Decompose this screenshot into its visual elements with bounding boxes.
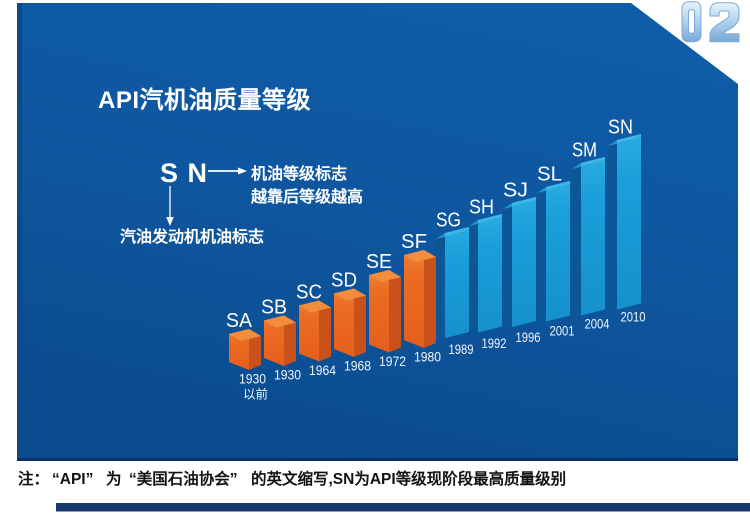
svg-text:1968: 1968 (344, 358, 371, 374)
svg-text:1980: 1980 (414, 349, 441, 365)
svg-text:汽油发动机机油标志: 汽油发动机机油标志 (120, 227, 264, 246)
svg-text:SM: SM (572, 140, 597, 162)
svg-text:SF: SF (401, 231, 427, 253)
svg-text:越靠后等级越高: 越靠后等级越高 (250, 187, 363, 206)
svg-text:机油等级标志: 机油等级标志 (251, 164, 347, 183)
svg-text:1992: 1992 (482, 335, 507, 351)
svg-text:注：“API”为“美国石油协会”的英文缩写,SN为API等级: 注： “API” 为 “美国石油协会” 的英文缩写,SN为API等级现阶段最高质量级别 (18, 469, 566, 488)
svg-text:SE: SE (366, 251, 392, 273)
svg-text:1972: 1972 (379, 353, 406, 369)
svg-text:2010: 2010 (621, 309, 646, 325)
svg-text:SN: SN (608, 117, 633, 139)
svg-text:SN: SN (160, 158, 207, 188)
svg-text:1989: 1989 (449, 341, 474, 357)
svg-text:2001: 2001 (550, 323, 575, 339)
svg-text:1964: 1964 (309, 362, 336, 378)
svg-text:SD: SD (331, 270, 357, 292)
svg-text:SA: SA (226, 310, 253, 332)
svg-text:1930: 1930 (239, 371, 266, 387)
svg-text:SC: SC (296, 282, 322, 304)
svg-text:以前: 以前 (243, 387, 268, 402)
svg-text:1996: 1996 (516, 329, 541, 345)
svg-text:SG: SG (436, 210, 461, 232)
svg-text:SB: SB (261, 297, 287, 319)
svg-text:2004: 2004 (585, 316, 610, 332)
svg-text:API汽机油质量等级: API汽机油质量等级 (98, 86, 311, 114)
svg-text:SL: SL (537, 164, 562, 186)
svg-text:SJ: SJ (503, 180, 528, 202)
svg-text:1930: 1930 (274, 367, 301, 383)
svg-text:SH: SH (469, 197, 494, 219)
